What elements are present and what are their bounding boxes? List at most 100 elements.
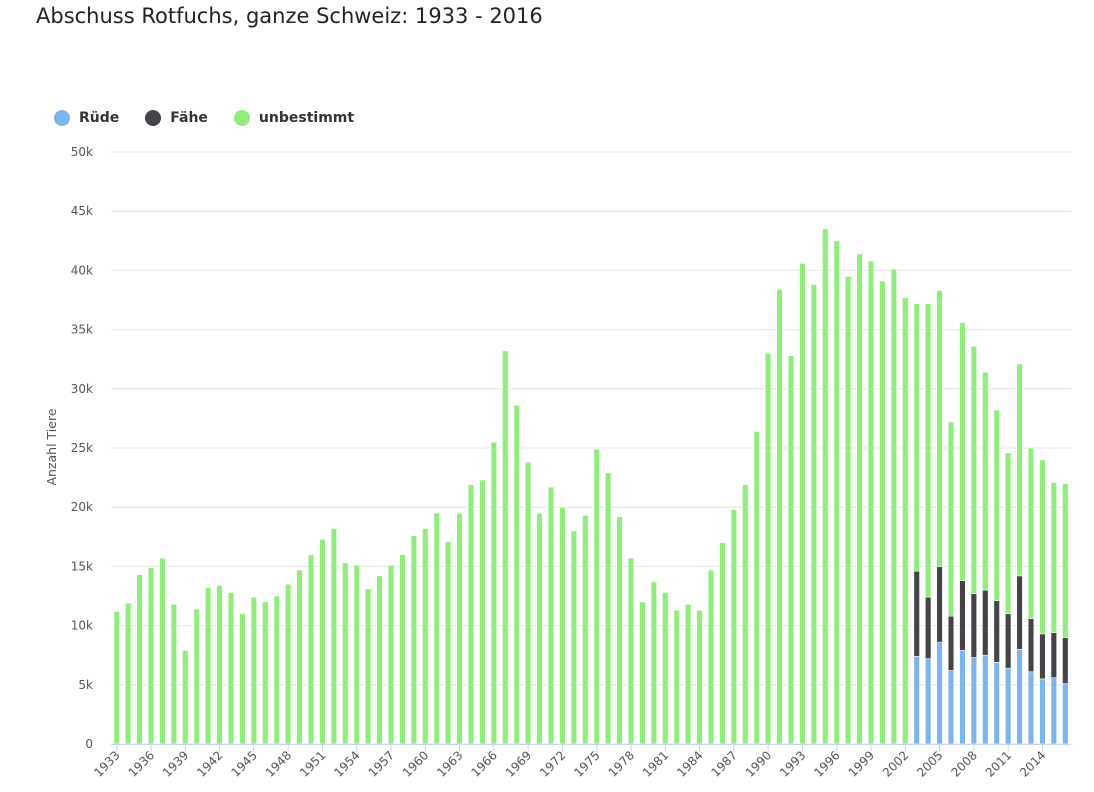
bar[interactable] bbox=[376, 575, 383, 745]
bar[interactable] bbox=[1050, 677, 1058, 745]
bar[interactable] bbox=[936, 641, 943, 745]
bar[interactable] bbox=[524, 461, 532, 745]
bar[interactable] bbox=[924, 658, 932, 745]
bar[interactable] bbox=[1050, 632, 1058, 678]
bar[interactable] bbox=[947, 670, 955, 745]
bar[interactable] bbox=[170, 603, 178, 745]
bar[interactable] bbox=[639, 601, 646, 745]
bar[interactable] bbox=[810, 284, 818, 745]
bar[interactable] bbox=[982, 371, 989, 591]
bar[interactable] bbox=[673, 609, 680, 745]
bar[interactable] bbox=[1004, 613, 1012, 669]
bar[interactable] bbox=[307, 554, 315, 745]
bar[interactable] bbox=[719, 542, 726, 745]
bar[interactable] bbox=[250, 596, 258, 745]
bar[interactable] bbox=[867, 260, 875, 745]
bar[interactable] bbox=[604, 472, 612, 745]
bar[interactable] bbox=[1016, 575, 1023, 650]
bar[interactable] bbox=[502, 350, 509, 745]
bar[interactable] bbox=[1062, 483, 1069, 638]
bar[interactable] bbox=[227, 592, 235, 745]
bar[interactable] bbox=[444, 541, 452, 745]
bar[interactable] bbox=[387, 564, 395, 745]
bar[interactable] bbox=[936, 290, 943, 567]
bar[interactable] bbox=[593, 448, 600, 745]
bar[interactable] bbox=[822, 228, 829, 745]
bar[interactable] bbox=[204, 587, 212, 745]
bar[interactable] bbox=[479, 479, 486, 745]
bar[interactable] bbox=[890, 268, 898, 745]
bar[interactable] bbox=[456, 512, 463, 745]
bar[interactable] bbox=[982, 654, 989, 745]
bar[interactable] bbox=[696, 609, 703, 745]
bar[interactable] bbox=[1062, 637, 1069, 684]
bar[interactable] bbox=[1027, 618, 1035, 673]
bar[interactable] bbox=[833, 240, 840, 745]
bar[interactable] bbox=[616, 516, 623, 745]
bar[interactable] bbox=[947, 421, 955, 617]
bar[interactable] bbox=[319, 538, 326, 745]
bar[interactable] bbox=[1027, 447, 1035, 619]
bar[interactable] bbox=[1016, 648, 1023, 745]
bar[interactable] bbox=[364, 588, 372, 745]
bar[interactable] bbox=[753, 431, 760, 745]
bar[interactable] bbox=[742, 484, 749, 745]
bar[interactable] bbox=[296, 569, 303, 745]
bar[interactable] bbox=[650, 581, 658, 745]
legend-item-ruede[interactable]: Rüde bbox=[54, 110, 119, 126]
bar[interactable] bbox=[982, 589, 989, 656]
bar[interactable] bbox=[353, 564, 360, 745]
bar[interactable] bbox=[1004, 667, 1012, 745]
bar[interactable] bbox=[913, 303, 920, 572]
bar[interactable] bbox=[330, 528, 338, 745]
bar[interactable] bbox=[936, 566, 943, 643]
bar[interactable] bbox=[993, 409, 1000, 602]
bar[interactable] bbox=[844, 276, 852, 745]
bar[interactable] bbox=[559, 506, 566, 745]
bar[interactable] bbox=[913, 570, 920, 657]
bar[interactable] bbox=[1039, 459, 1046, 635]
bar[interactable] bbox=[1050, 482, 1058, 634]
bar[interactable] bbox=[1004, 452, 1012, 615]
bar[interactable] bbox=[422, 528, 429, 745]
bar[interactable] bbox=[216, 585, 223, 745]
bar[interactable] bbox=[764, 352, 772, 745]
bar[interactable] bbox=[513, 405, 520, 745]
bar[interactable] bbox=[124, 602, 132, 745]
bar[interactable] bbox=[970, 593, 978, 658]
bar[interactable] bbox=[776, 289, 783, 745]
bar[interactable] bbox=[147, 567, 155, 745]
bar[interactable] bbox=[627, 557, 635, 745]
bar[interactable] bbox=[490, 441, 498, 745]
bar[interactable] bbox=[959, 322, 966, 581]
bar[interactable] bbox=[1039, 678, 1046, 745]
bar[interactable] bbox=[970, 657, 978, 745]
bar[interactable] bbox=[284, 583, 292, 745]
bar[interactable] bbox=[913, 656, 920, 745]
bar[interactable] bbox=[707, 569, 715, 745]
bar[interactable] bbox=[902, 297, 909, 745]
bar[interactable] bbox=[536, 512, 543, 745]
bar[interactable] bbox=[684, 603, 692, 745]
bar[interactable] bbox=[159, 557, 166, 745]
bar[interactable] bbox=[856, 253, 863, 745]
bar[interactable] bbox=[410, 535, 418, 745]
bar[interactable] bbox=[1016, 363, 1023, 577]
bar[interactable] bbox=[879, 280, 886, 745]
bar[interactable] bbox=[993, 600, 1000, 663]
bar[interactable] bbox=[467, 484, 475, 745]
bar[interactable] bbox=[113, 611, 120, 745]
bar[interactable] bbox=[582, 515, 589, 745]
bar[interactable] bbox=[947, 615, 955, 671]
bar[interactable] bbox=[262, 601, 269, 745]
bar[interactable] bbox=[547, 486, 555, 745]
bar[interactable] bbox=[970, 345, 978, 594]
bar[interactable] bbox=[399, 554, 406, 745]
bar[interactable] bbox=[193, 608, 200, 745]
bar[interactable] bbox=[924, 596, 932, 660]
bar[interactable] bbox=[959, 650, 966, 745]
bar[interactable] bbox=[433, 512, 440, 745]
bar[interactable] bbox=[1039, 633, 1046, 680]
bar[interactable] bbox=[787, 355, 795, 745]
bar[interactable] bbox=[342, 562, 349, 745]
